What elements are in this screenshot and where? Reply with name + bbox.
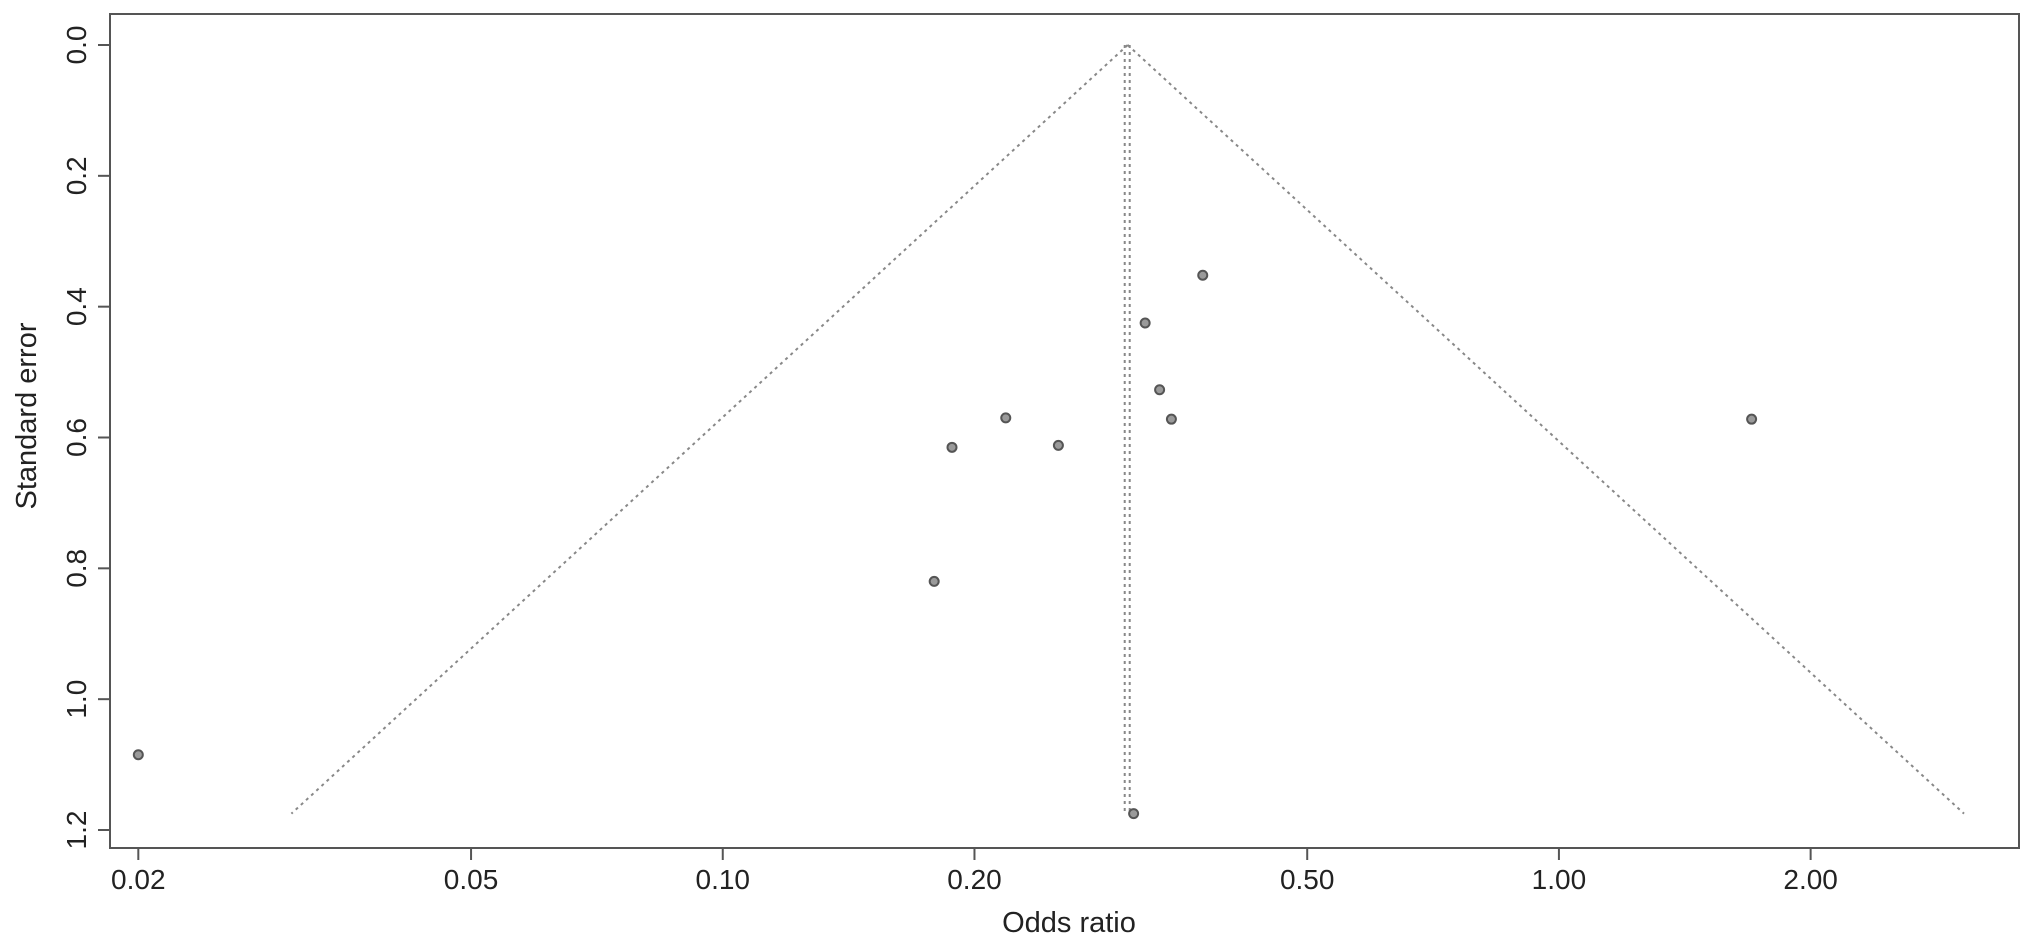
y-tick-label: 0.8 [61, 549, 92, 588]
y-tick-label: 0.2 [61, 156, 92, 195]
study-point [1128, 808, 1140, 820]
plot-frame [109, 13, 2020, 849]
study-point [1165, 413, 1177, 425]
funnel-left-boundary [290, 44, 1129, 815]
x-axis-title: Odds ratio [1002, 907, 1136, 939]
study-point [1139, 317, 1151, 329]
study-point [1154, 384, 1166, 396]
y-tick-label: 0.6 [61, 418, 92, 457]
study-point [1000, 412, 1012, 424]
study-point [928, 575, 940, 587]
study-point [132, 749, 144, 761]
x-tick-label: 0.05 [444, 864, 499, 895]
y-axis-title: Standard error [11, 322, 43, 509]
study-point [1052, 439, 1064, 451]
funnel-guides [290, 44, 1965, 815]
y-tick-label: 1.2 [61, 811, 92, 850]
x-tick-label: 0.50 [1280, 864, 1335, 895]
study-point [1746, 413, 1758, 425]
y-tick-label: 0.0 [61, 26, 92, 65]
funnel-right-boundary [1127, 44, 1965, 815]
x-tick-label: 0.20 [947, 864, 1002, 895]
axes: 0.02 0.05 0.10 0.20 0.50 1.00 2.00 0.0 0.2 0.4 0.6… [61, 26, 1838, 895]
study-point [1197, 269, 1209, 281]
x-tick-label: 0.02 [111, 864, 166, 895]
data-points [132, 269, 1758, 820]
study-point [946, 441, 958, 453]
x-tick-label: 2.00 [1783, 864, 1838, 895]
y-tick-label: 1.0 [61, 680, 92, 719]
x-tick-label: 0.10 [696, 864, 751, 895]
x-tick-label: 1.00 [1532, 864, 1587, 895]
y-tick-label: 0.4 [61, 287, 92, 326]
